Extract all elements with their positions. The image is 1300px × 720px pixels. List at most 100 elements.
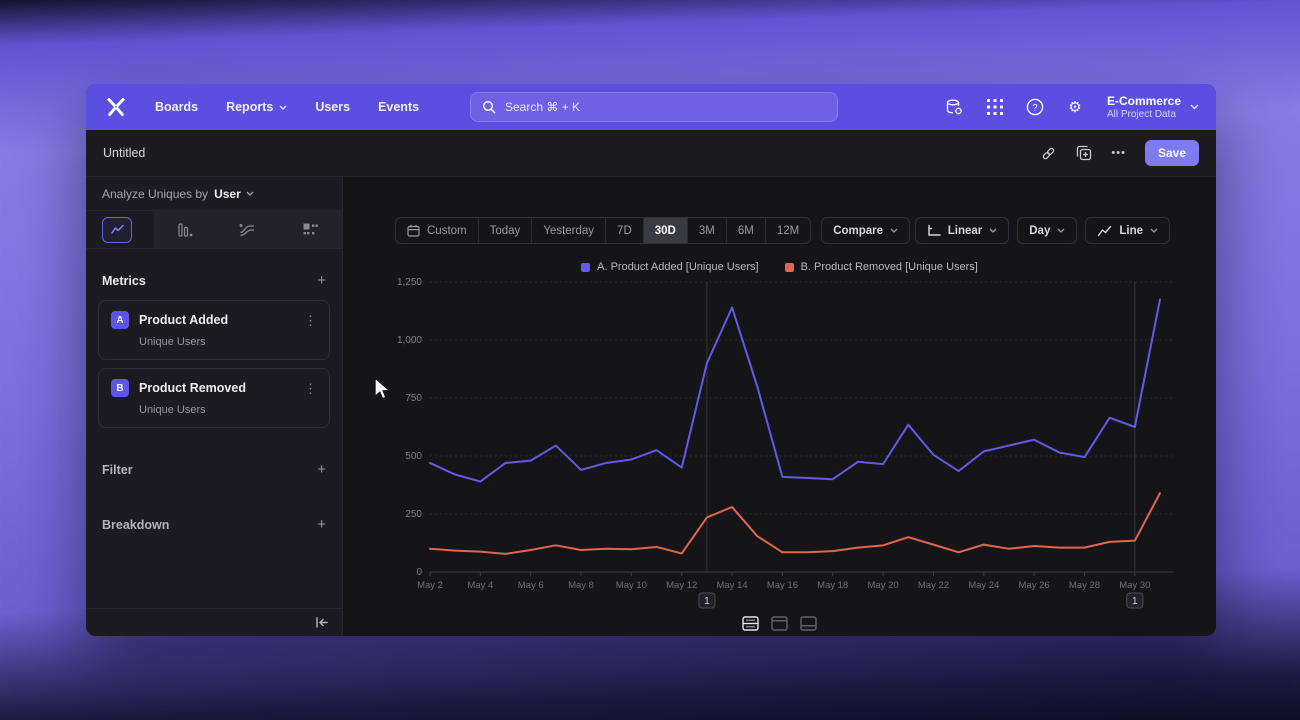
save-button[interactable]: Save: [1144, 140, 1199, 166]
calendar-icon: [407, 224, 420, 237]
metric-card-a[interactable]: A Product Added ⋮ Unique Users: [98, 300, 330, 360]
date-controls: Custom Today Yesterday 7D 30D 3M 6M 12M …: [395, 217, 911, 244]
range-custom[interactable]: Custom: [396, 218, 478, 243]
range-label: Yesterday: [543, 224, 595, 237]
range-label: 30D: [654, 224, 676, 237]
range-6m[interactable]: 6M: [725, 218, 765, 243]
kebab-menu-icon[interactable]: ⋮: [304, 312, 317, 328]
range-yesterday[interactable]: Yesterday: [531, 218, 605, 243]
chart-legend: A. Product Added [Unique Users] B. Produ…: [343, 261, 1216, 273]
range-label: Custom: [427, 224, 467, 237]
svg-text:May 8: May 8: [568, 580, 594, 591]
mixpanel-logo[interactable]: [103, 94, 129, 120]
svg-text:May 22: May 22: [918, 580, 949, 591]
chevron-down-icon: [1150, 228, 1158, 233]
table-only-view-button[interactable]: [797, 613, 821, 633]
tab-insights[interactable]: [102, 216, 132, 243]
range-label: Today: [489, 224, 521, 237]
nav-menu: Boards Reports Users Events: [155, 100, 419, 114]
add-filter-button plus-icon[interactable]: +: [317, 461, 326, 478]
svg-text:May 26: May 26: [1019, 580, 1050, 591]
svg-text:1,000: 1,000: [397, 335, 422, 346]
nav-right-icons: ? ⚙ E-Commerce All Project Data: [945, 94, 1199, 120]
analyze-entity-value: User: [214, 186, 241, 201]
chart-type-dropdown[interactable]: Line: [1085, 217, 1170, 244]
analyze-entity-select[interactable]: User: [214, 187, 254, 201]
bar-chart-icon: [178, 222, 193, 237]
tab-flows[interactable]: [235, 219, 261, 241]
svg-text:750: 750: [405, 393, 422, 404]
content: Analyze Uniques by User: [86, 177, 1216, 636]
nav-item-boards[interactable]: Boards: [155, 100, 198, 114]
tab-retention[interactable]: [298, 219, 324, 241]
chart-and-table-view-button[interactable]: [739, 613, 763, 633]
legend-swatch-a: [581, 262, 591, 272]
tab-bar-chart[interactable]: [172, 219, 198, 241]
data-pipeline-icon[interactable]: [945, 97, 965, 117]
svg-text:May 30: May 30: [1119, 580, 1150, 591]
metric-aggregation[interactable]: Unique Users: [139, 336, 206, 348]
chevron-down-icon: [279, 105, 287, 110]
visualization-tab-group: [154, 211, 342, 248]
copy-link-icon[interactable]: [1040, 145, 1057, 162]
chart-toolbar: Custom Today Yesterday 7D 30D 3M 6M 12M …: [343, 217, 1216, 244]
svg-text:May 12: May 12: [666, 580, 697, 591]
range-12m[interactable]: 12M: [764, 218, 810, 243]
svg-text:May 18: May 18: [817, 580, 848, 591]
more-icon[interactable]: •••: [1111, 147, 1126, 159]
interval-label: Day: [1029, 224, 1051, 237]
scale-dropdown[interactable]: Linear: [914, 217, 1010, 244]
nav-item-events[interactable]: Events: [378, 100, 419, 114]
svg-text:May 24: May 24: [968, 580, 999, 591]
range-30d[interactable]: 30D: [642, 218, 687, 243]
range-label: 6M: [737, 224, 754, 237]
metric-aggregation[interactable]: Unique Users: [139, 404, 206, 416]
compare-label: Compare: [833, 224, 884, 237]
metric-card-b[interactable]: B Product Removed ⋮ Unique Users: [98, 368, 330, 428]
nav-item-users[interactable]: Users: [315, 100, 350, 114]
legend-item-b[interactable]: B. Product Removed [Unique Users]: [784, 261, 978, 273]
scale-label: Linear: [947, 224, 983, 237]
svg-text:May 16: May 16: [767, 580, 798, 591]
query-sidebar: Analyze Uniques by User: [86, 177, 343, 636]
filter-label: Filter: [102, 462, 133, 477]
report-titlebar: Untitled ••• Save: [86, 130, 1216, 177]
duplicate-icon[interactable]: [1076, 145, 1092, 161]
chevron-down-icon: [890, 228, 898, 233]
chart-only-view-button[interactable]: [768, 613, 792, 633]
add-breakdown-button plus-icon[interactable]: +: [317, 516, 326, 533]
legend-label: A. Product Added [Unique Users]: [597, 261, 759, 273]
chevron-down-icon: [1057, 228, 1065, 233]
range-today[interactable]: Today: [477, 218, 532, 243]
chevron-down-icon: [989, 228, 997, 233]
report-title[interactable]: Untitled: [103, 146, 146, 160]
search-input[interactable]: Search ⌘ + K: [470, 92, 838, 122]
interval-dropdown[interactable]: Day: [1017, 217, 1078, 244]
nav-item-label: Boards: [155, 100, 199, 114]
line-chart[interactable]: 0 250 500 750 1,000 1,250 1 1 May 2 May 4 May 6 May…: [343, 277, 1216, 617]
collapse-sidebar-icon[interactable]: [315, 617, 328, 628]
settings-icon[interactable]: ⚙: [1068, 98, 1082, 116]
range-7d[interactable]: 7D: [605, 218, 643, 243]
add-metric-button plus-icon[interactable]: +: [317, 272, 326, 289]
range-3m[interactable]: 3M: [686, 218, 726, 243]
top-nav: Boards Reports Users Events Search ⌘ + K: [86, 84, 1216, 130]
compare-dropdown[interactable]: Compare: [821, 217, 911, 244]
breakdown-section: Breakdown +: [86, 517, 342, 532]
range-label: 7D: [617, 224, 632, 237]
mouse-cursor: [372, 376, 396, 407]
svg-text:250: 250: [405, 509, 422, 520]
chart-canvas: Custom Today Yesterday 7D 30D 3M 6M 12M …: [343, 177, 1216, 636]
kebab-menu-icon[interactable]: ⋮: [304, 380, 317, 396]
legend-item-a[interactable]: A. Product Added [Unique Users]: [581, 261, 759, 273]
svg-text:0: 0: [416, 567, 422, 578]
chart-type-label: Line: [1119, 224, 1143, 237]
apps-grid-icon[interactable]: [985, 97, 1005, 117]
project-switcher[interactable]: E-Commerce All Project Data: [1107, 94, 1199, 120]
view-toggle-group: [739, 613, 821, 633]
nav-item-reports[interactable]: Reports: [226, 100, 287, 114]
help-icon[interactable]: ?: [1025, 97, 1045, 117]
filter-section: Filter +: [86, 462, 342, 477]
project-subtitle: All Project Data: [1106, 109, 1176, 120]
line-chart-icon: [1097, 225, 1112, 237]
